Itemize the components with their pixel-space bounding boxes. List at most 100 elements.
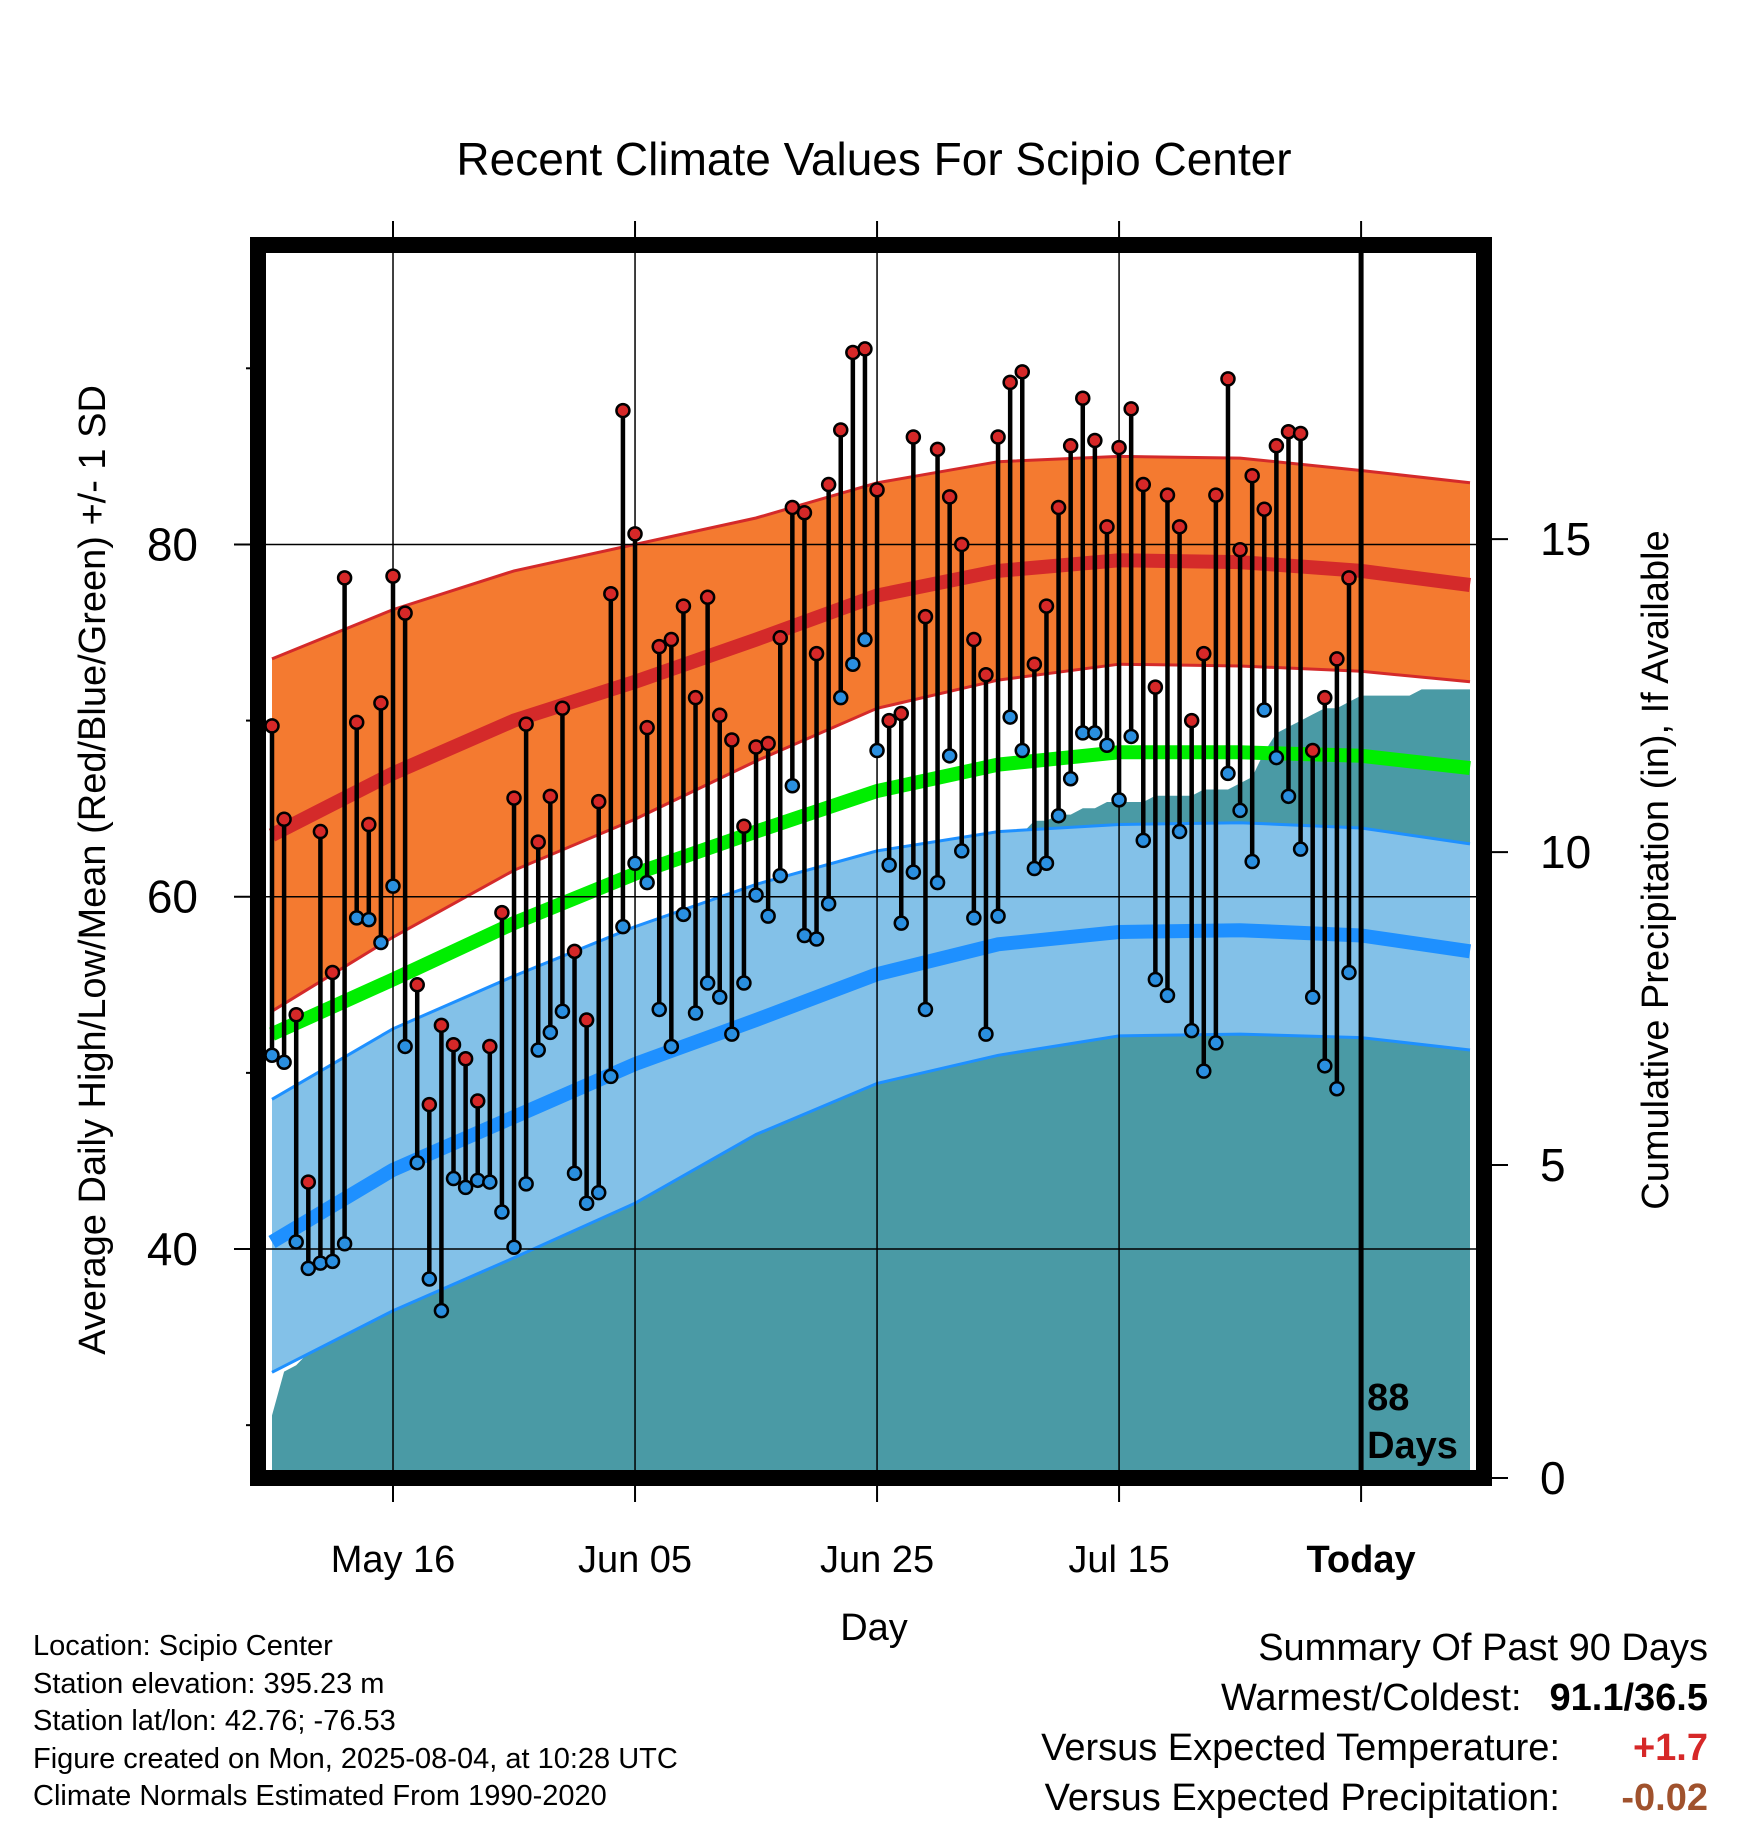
high-sd-band [272,456,1470,1012]
high-dot [881,712,897,729]
low-dot [832,689,849,706]
high-dot [1135,476,1152,493]
station-info: Location: Scipio Center Station elevatio… [33,1628,678,1816]
low-dot [663,1038,680,1055]
y2-axis-label: Cumulative Precipitation (in), If Availa… [1635,530,1677,1209]
low-dot [869,742,885,759]
precip-row: Versus Expected Precipitation: -0.02 [1041,1773,1708,1823]
low-dot [1062,770,1079,787]
high-dot [978,667,994,683]
y-tick-label: 80 [147,518,198,570]
high-dot [1329,651,1345,667]
warm-cold-label: Warmest/Coldest: [1220,1677,1522,1719]
high-dot [954,536,970,553]
low-dot [385,878,401,894]
low-dot [711,989,728,1005]
high-dot [917,608,934,625]
plot-frame [250,237,1492,1486]
high-dot [1075,390,1091,406]
x-axis-label: Day [840,1607,908,1649]
high-dot [409,977,425,993]
plot-border [250,237,1492,1486]
high-dot [1038,598,1055,614]
low-dot [1147,971,1164,988]
low-dot [881,857,897,873]
high-dot [506,790,522,806]
high-dot [675,598,692,614]
low-dot [312,1255,329,1271]
high-dot [1220,371,1236,387]
low-dot [1135,832,1152,849]
high-dot [1280,423,1297,440]
x-tick-label: Jun 25 [820,1539,934,1581]
low-dot [1280,788,1297,805]
low-dot [1317,1058,1333,1074]
low-dot [1087,725,1103,741]
high-dot [457,1051,474,1067]
low-dot [627,855,643,872]
high-dot [941,489,958,505]
y2-tick-label: 15 [1540,513,1591,565]
y-tick-label: 60 [147,871,198,923]
high-dot [893,705,910,722]
low-dot [276,1054,292,1071]
y2-tick-label: 5 [1540,1139,1566,1191]
low-dot [772,867,788,884]
high-dot [590,793,607,810]
low-dot [736,975,752,991]
high-dot [1268,438,1285,454]
low-dot [1196,1063,1212,1079]
warm-cold-value: 91.1/36.5 [1549,1677,1708,1719]
low-dot [1002,709,1018,725]
high-dot [1014,364,1031,380]
low-dot [1171,823,1188,840]
daily-dots [264,341,1357,1319]
high-dot [361,816,377,833]
high-dot [1183,712,1200,729]
high-dot [1062,438,1079,454]
created-text: Figure created on Mon, 2025-08-04, at 10… [33,1742,678,1775]
high-dot [494,904,510,921]
low-dot [917,1001,934,1018]
high-dot [857,341,873,357]
precip-label: Versus Expected Precipitation: [1044,1777,1560,1819]
low-dot [530,1042,546,1058]
high-dot [482,1038,498,1055]
high-dot [1123,401,1139,417]
low-dot [1256,702,1273,718]
temp-value: +1.7 [1632,1727,1708,1769]
low-dot [760,908,776,924]
low-dot [324,1253,341,1270]
high-dot [990,429,1006,445]
high-dot [966,631,982,648]
high-dot [699,589,716,606]
high-dot [1304,742,1321,759]
high-dot [1244,467,1260,484]
high-dot [808,645,825,662]
high-dot [312,823,329,840]
low-dot [905,864,922,880]
high-dot [1317,689,1333,706]
low-dot [748,887,764,903]
high-dot [1099,519,1115,535]
high-dot [1196,645,1212,662]
high-dot [336,570,353,586]
low-dot [808,931,825,947]
high-dot [711,707,728,724]
high-dot [687,689,704,706]
high-dot [639,719,655,736]
high-dot [433,1017,450,1034]
low-dot [409,1154,425,1171]
high-dot [530,834,546,850]
high-dot [772,630,788,646]
low-dot [373,934,389,951]
low-dot [590,1184,607,1201]
today-days-number: 88 [1367,1377,1409,1419]
low-dot [1159,987,1176,1004]
low-dot [445,1170,462,1187]
low-dot [699,975,716,991]
summary-heading: Summary Of Past 90 Days [1258,1627,1708,1669]
summary-panel: Summary Of Past 90 Days Warmest/Coldest:… [1041,1623,1708,1823]
y-tick-label: 40 [147,1223,198,1275]
high-dot [1050,499,1067,516]
